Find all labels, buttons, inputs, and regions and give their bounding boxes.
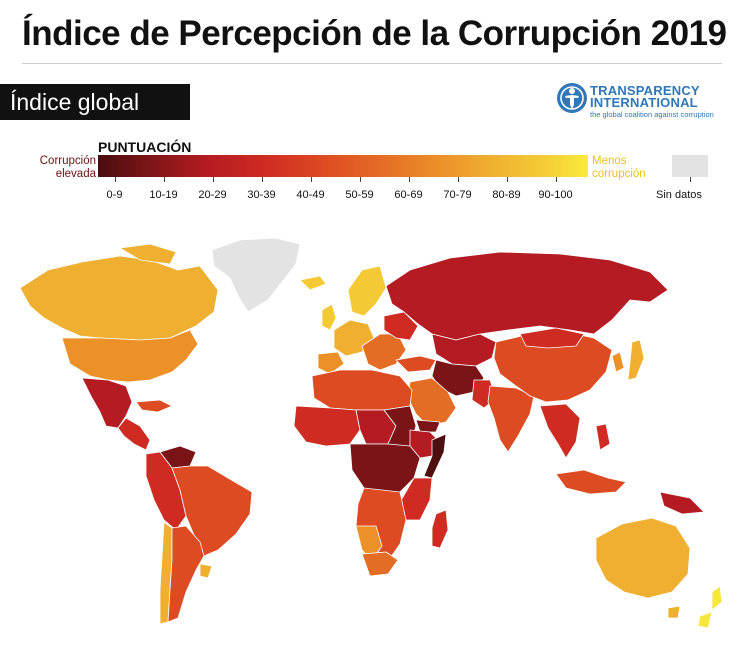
legend-tick	[310, 177, 312, 182]
legend-bin-label: 80-89	[492, 189, 521, 201]
legend-bin-label: 0-9	[106, 189, 123, 201]
legend-bin-label: 40-49	[296, 189, 325, 201]
region-new-zealand	[697, 585, 723, 629]
legend-tick	[212, 177, 214, 182]
legend-tick	[506, 177, 508, 182]
legend-bin-label: 10-19	[149, 189, 178, 201]
region-central-africa	[349, 443, 421, 497]
region-uruguay	[199, 563, 213, 579]
region-mongolia	[519, 327, 585, 349]
transparency-international-logo: TRANSPARENCY INTERNATIONAL the global co…	[556, 82, 726, 122]
legend-tick	[261, 177, 263, 182]
legend-no-data-swatch	[672, 155, 708, 177]
region-scandinavia	[347, 265, 387, 317]
region-canada-islands	[119, 243, 177, 265]
legend-tick	[359, 177, 361, 182]
region-turkey	[395, 355, 437, 373]
legend-tick	[555, 177, 557, 182]
legend-low-label: Corrupción elevada	[39, 155, 96, 180]
region-russia	[385, 251, 669, 341]
region-australia	[595, 517, 691, 599]
region-brazil	[171, 465, 253, 557]
legend-bin-label: 50-59	[345, 189, 374, 201]
legend-tick	[114, 177, 116, 182]
legend-color-bar	[98, 155, 588, 177]
legend-bin-label: 20-29	[198, 189, 227, 201]
legend-bin-label: 60-69	[394, 189, 423, 201]
region-philippines	[595, 423, 611, 451]
region-southeast-asia	[539, 403, 581, 459]
region-india	[487, 385, 535, 453]
region-mexico	[81, 377, 133, 429]
region-south-africa	[361, 551, 399, 577]
page-title: Índice de Percepción de la Corrupción 20…	[22, 14, 727, 53]
region-canada	[19, 255, 219, 341]
title-divider	[22, 63, 722, 64]
logo-text-line1: TRANSPARENCY	[590, 83, 700, 98]
legend-tick	[163, 177, 165, 182]
region-png	[659, 491, 705, 515]
legend-bin-label: 70-79	[443, 189, 472, 201]
region-argentina	[167, 525, 205, 623]
globe-figure-icon	[557, 83, 587, 113]
region-indonesia	[555, 469, 627, 495]
logo-tagline: the global coalition against corruption	[590, 110, 714, 119]
region-tasmania	[667, 605, 681, 619]
logo-text-line2: INTERNATIONAL	[590, 95, 698, 110]
region-caribbean	[135, 399, 173, 413]
region-iceland	[299, 275, 327, 291]
region-japan	[627, 339, 645, 381]
region-uk	[321, 303, 337, 331]
region-usa	[61, 329, 199, 383]
legend-no-data-tick	[690, 177, 691, 182]
region-greenland	[211, 237, 301, 313]
world-map	[19, 237, 723, 629]
legend-no-data-label: Sin datos	[656, 189, 702, 201]
region-southeast-europe	[361, 333, 407, 371]
region-korea	[611, 351, 625, 373]
legend-tick	[457, 177, 459, 182]
region-south-america-northwest	[145, 451, 187, 531]
section-label: Índice global	[0, 84, 190, 120]
region-west-africa	[293, 405, 361, 447]
legend-high-label: Menos corrupción	[592, 155, 646, 180]
region-yemen	[415, 419, 441, 433]
region-central-america	[117, 417, 151, 451]
region-central-asia	[431, 333, 497, 367]
region-madagascar	[431, 509, 449, 549]
legend-bin-label: 90-100	[538, 189, 573, 201]
region-iberia	[317, 351, 345, 375]
region-north-africa	[311, 369, 413, 411]
legend-bin-label: 30-39	[247, 189, 276, 201]
legend-tick	[408, 177, 410, 182]
legend-title: PUNTUACIÓN	[98, 139, 192, 155]
